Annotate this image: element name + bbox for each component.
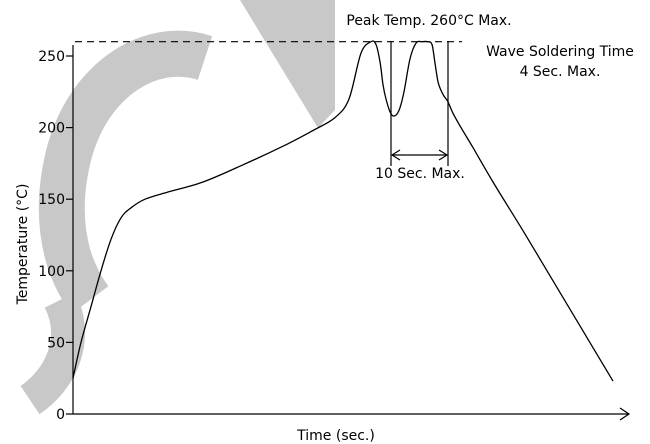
peak-temp-label: Peak Temp. 260°C Max. [346, 13, 511, 29]
x-axis-title: Time (sec.) [296, 428, 375, 444]
x-axis-arrow [619, 407, 631, 421]
watermark-letter-c [38, 30, 213, 314]
watermark-letter-o [240, 0, 335, 128]
y-tick-label-250: 250 [38, 49, 65, 65]
y-axis-title: Temperature (°C) [15, 184, 31, 306]
y-tick-label-0: 0 [56, 407, 65, 423]
temperature-profile-line [72, 40, 614, 382]
y-tick-label-50: 50 [47, 335, 65, 351]
y-tick-label-200: 200 [38, 121, 65, 137]
duration-label: 10 Sec. Max. [375, 166, 465, 182]
y-tick-label-150: 150 [38, 192, 65, 208]
duration-dimension [390, 41, 449, 166]
watermark-letter-c-tail [19, 292, 85, 415]
confidential-watermark: CONFIDENTIAL [19, 0, 335, 415]
wave-time-label-line2: 4 Sec. Max. [520, 64, 601, 80]
y-tick-label-100: 100 [38, 264, 65, 280]
wave-time-label-line1: Wave Soldering Time [486, 44, 634, 60]
